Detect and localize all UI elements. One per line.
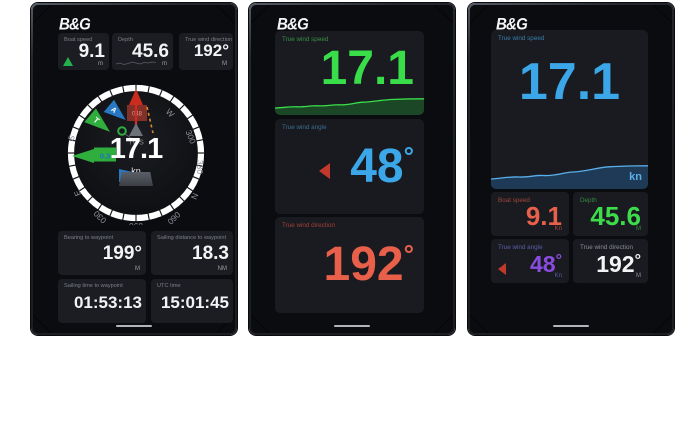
svg-text:090: 090 bbox=[129, 221, 143, 225]
svg-text:048: 048 bbox=[132, 112, 143, 118]
svg-text:W: W bbox=[164, 107, 177, 120]
